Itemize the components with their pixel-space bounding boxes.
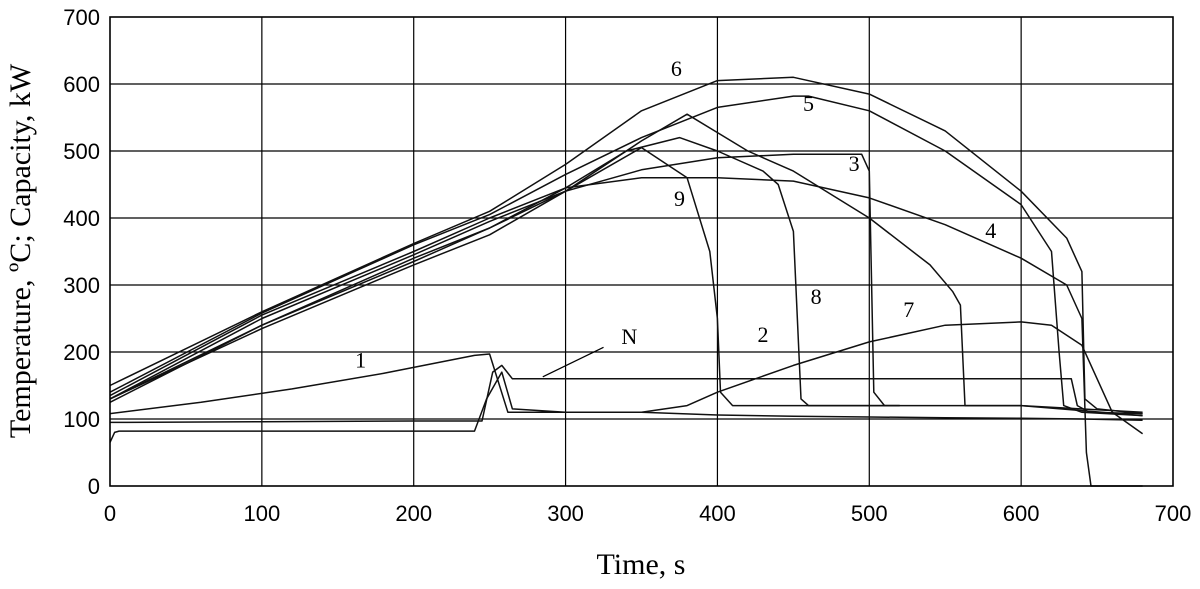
grid [110, 17, 1173, 486]
curve-label-7: 7 [903, 297, 914, 322]
series-line-9 [109, 146, 900, 407]
x-tick-label: 0 [104, 501, 116, 526]
y-tick-label: 700 [63, 5, 100, 30]
y-tick-label: 0 [88, 474, 100, 499]
curve-label-4: 4 [985, 218, 996, 243]
series-line-3 [109, 153, 1143, 417]
n-pointer-line [542, 346, 604, 378]
series-line-2 [109, 321, 1144, 443]
x-axis-title: Time, s [597, 548, 686, 581]
x-tick-label: 700 [1155, 501, 1192, 526]
y-tick-label: 300 [63, 273, 100, 298]
curve-label-8: 8 [811, 284, 822, 309]
series-line-6 [109, 76, 1143, 415]
y-tick-label: 200 [63, 340, 100, 365]
series-group [109, 76, 1144, 487]
x-tick-label: 200 [395, 501, 432, 526]
x-tick-label: 300 [547, 501, 584, 526]
x-tick-label: 500 [851, 501, 888, 526]
tick-labels: 0 100 200 300 400 500 600 700 0 100 200 300 400 500 60… [63, 5, 1191, 526]
curve-label-6: 6 [671, 56, 682, 81]
series-line-7 [109, 113, 1143, 414]
y-tick-label: 400 [63, 206, 100, 231]
y-tick-label: 100 [63, 407, 100, 432]
curve-label-9: 9 [674, 186, 685, 211]
x-tick-label: 600 [1003, 501, 1040, 526]
series-line-5 [109, 95, 1143, 417]
curve-label-5: 5 [803, 91, 814, 116]
series-line-n [109, 364, 1143, 424]
curve-label-n: N [621, 324, 637, 349]
series-line-1 [109, 353, 1143, 422]
x-tick-label: 100 [243, 501, 280, 526]
y-axis-title: Temperature, ºC; Capacity, kW [4, 63, 37, 438]
curve-labels: 6 5 3 9 4 8 7 2 1 N [355, 56, 996, 378]
y-tick-label: 500 [63, 139, 100, 164]
series-line-8 [109, 136, 900, 407]
curve-label-3: 3 [849, 151, 860, 176]
y-tick-label: 600 [63, 72, 100, 97]
curve-label-2: 2 [757, 322, 768, 347]
curve-label-1: 1 [355, 347, 366, 372]
plot-frame [109, 16, 1174, 487]
x-tick-label: 400 [699, 501, 736, 526]
